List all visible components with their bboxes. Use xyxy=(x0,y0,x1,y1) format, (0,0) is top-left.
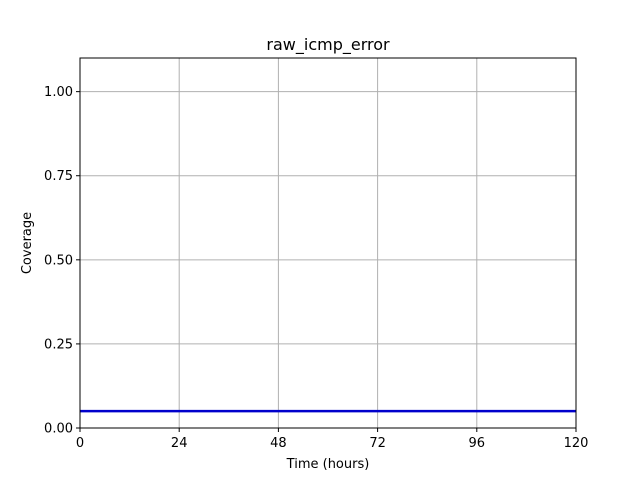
x-axis-label: Time (hours) xyxy=(286,457,370,472)
x-tick-label: 48 xyxy=(270,436,287,451)
y-tick-label: 0.75 xyxy=(44,169,73,184)
x-tick-label: 72 xyxy=(369,436,386,451)
x-tick-label: 96 xyxy=(469,436,486,451)
x-tick-label: 120 xyxy=(564,436,589,451)
axis-ticks: 0 24 48 72 96 120 0.00 0.25 0.50 0.75 1.00 xyxy=(44,85,588,451)
y-tick-label: 0.25 xyxy=(44,337,73,352)
x-tick-label: 24 xyxy=(171,436,188,451)
y-axis-label: Coverage xyxy=(20,212,35,274)
plot-frame xyxy=(79,57,577,429)
x-tick-label: 0 xyxy=(76,436,84,451)
y-tick-label: 1.00 xyxy=(44,85,73,100)
chart-title: raw_icmp_error xyxy=(266,35,390,55)
plot-background xyxy=(80,58,576,428)
y-tick-label: 0.50 xyxy=(44,253,73,268)
y-tick-label: 0.00 xyxy=(44,422,73,437)
